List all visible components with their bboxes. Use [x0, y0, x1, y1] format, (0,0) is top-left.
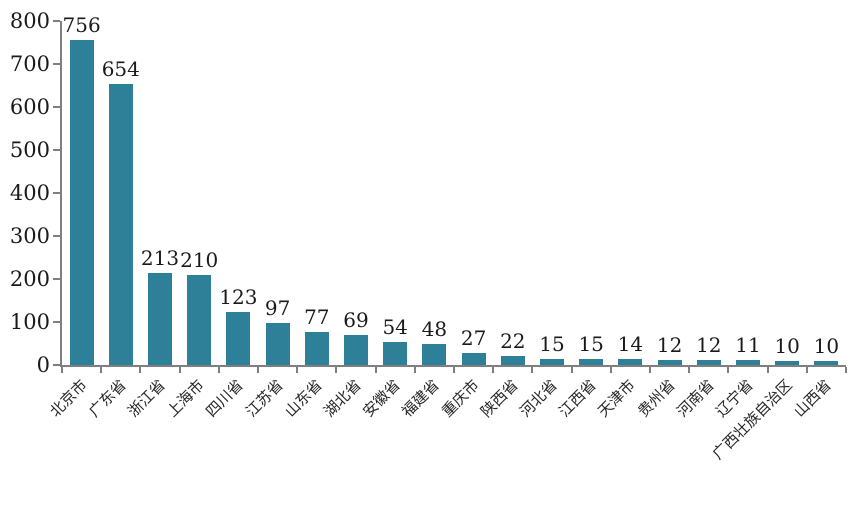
x-tick-mark	[805, 367, 808, 373]
x-tick-mark	[688, 367, 691, 373]
x-tick-mark	[100, 367, 103, 373]
x-tick-mark	[609, 367, 612, 373]
bar	[696, 359, 721, 365]
y-tick-label: 800	[9, 9, 50, 33]
bar-value-label: 15	[539, 331, 565, 356]
bar	[69, 39, 94, 365]
y-tick-mark	[53, 20, 60, 22]
bar-value-label: 22	[500, 328, 526, 353]
y-tick-label: 600	[9, 95, 50, 119]
bar-value-label: 10	[813, 333, 840, 358]
bar-value-label: 12	[656, 332, 683, 357]
bar	[187, 274, 212, 365]
x-tick-mark	[61, 367, 63, 373]
bar-value-label: 69	[343, 308, 369, 333]
x-tick-mark	[453, 367, 455, 373]
bar-value-label: 48	[421, 317, 448, 342]
bar-value-label: 756	[62, 12, 101, 37]
y-tick-mark	[53, 321, 60, 323]
bar-value-label: 77	[304, 304, 330, 329]
x-axis	[60, 365, 846, 367]
bar	[461, 353, 486, 365]
bar-value-label: 12	[696, 332, 722, 357]
y-tick-label: 0	[36, 353, 50, 377]
bar	[226, 312, 251, 365]
y-tick-mark	[53, 364, 60, 366]
x-tick-mark	[845, 367, 847, 373]
bar-value-label: 97	[264, 296, 291, 321]
bar	[814, 360, 839, 365]
y-tick-label: 200	[9, 267, 50, 291]
x-tick-mark	[335, 367, 338, 373]
x-tick-mark	[257, 367, 259, 373]
bar	[344, 335, 368, 365]
x-tick-mark	[531, 367, 534, 373]
y-tick-label: 400	[9, 181, 50, 205]
bar-value-label: 654	[101, 56, 140, 81]
x-tick-mark	[649, 367, 651, 373]
bar	[500, 355, 525, 365]
x-tick-mark	[413, 367, 416, 373]
y-tick-mark	[53, 149, 60, 151]
bar-value-label: 10	[774, 333, 800, 358]
y-axis	[60, 21, 62, 367]
bar-value-label: 11	[735, 333, 761, 358]
y-tick-label: 500	[9, 138, 50, 162]
y-tick-mark	[53, 192, 60, 194]
bar	[657, 359, 682, 365]
bar	[775, 360, 800, 365]
bar	[304, 331, 329, 365]
y-tick-label: 100	[9, 310, 50, 334]
x-tick-mark	[570, 367, 573, 373]
bar-value-label: 210	[180, 247, 219, 272]
y-tick-mark	[53, 106, 60, 108]
bar	[736, 360, 760, 365]
x-tick-mark	[139, 367, 142, 373]
bar	[383, 341, 408, 365]
bar	[422, 344, 447, 365]
bar	[579, 358, 604, 365]
bar-value-label: 27	[460, 326, 487, 351]
bar-value-label: 123	[219, 285, 258, 310]
bar	[540, 358, 564, 365]
bar-value-label: 54	[382, 314, 408, 339]
x-tick-mark	[766, 367, 769, 373]
y-tick-mark	[53, 63, 60, 65]
y-tick-label: 700	[9, 52, 50, 76]
y-tick-label: 300	[9, 224, 50, 248]
bar	[148, 273, 172, 365]
bar-value-label: 213	[140, 246, 180, 271]
bar-value-label: 15	[578, 331, 604, 356]
bar-value-label: 14	[617, 331, 644, 356]
x-tick-mark	[492, 367, 495, 373]
y-tick-mark	[53, 235, 60, 237]
x-tick-mark	[374, 367, 377, 373]
bar	[265, 323, 290, 365]
bar	[618, 358, 643, 365]
x-tick-mark	[217, 367, 220, 373]
x-tick-mark	[178, 367, 181, 373]
x-tick-mark	[296, 367, 299, 373]
x-tick-mark	[727, 367, 730, 373]
y-tick-mark	[53, 278, 60, 280]
bar	[108, 83, 133, 365]
